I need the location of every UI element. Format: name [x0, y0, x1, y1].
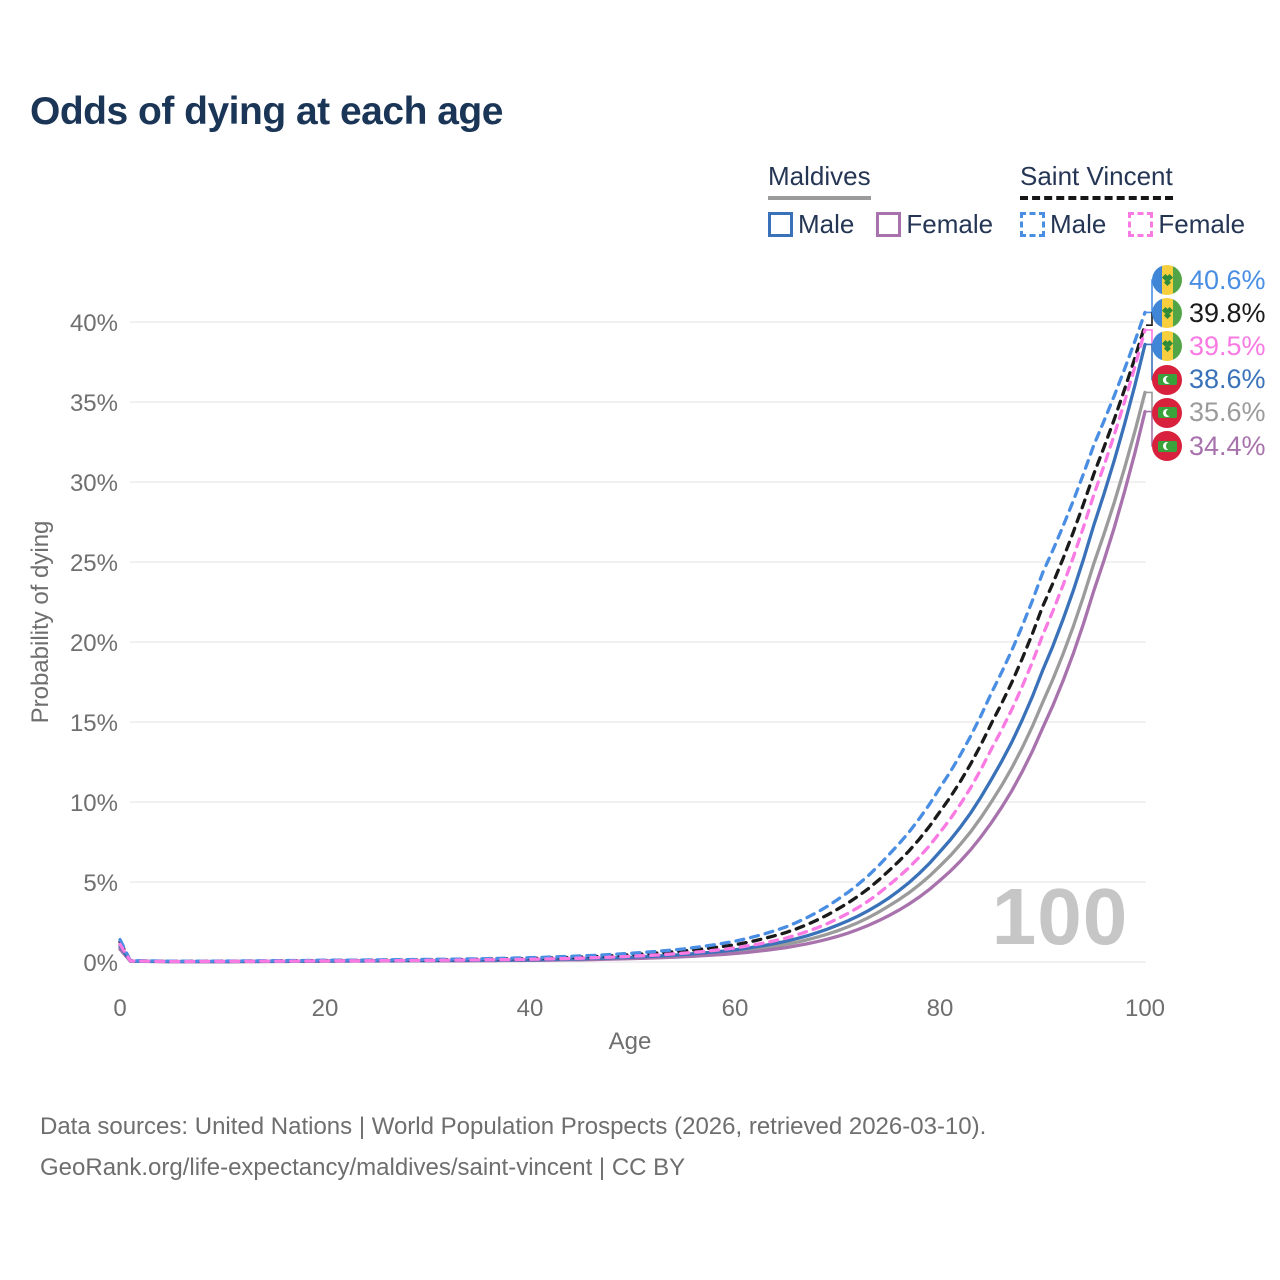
y-tick-label: 10% — [70, 790, 118, 817]
y-axis-title: Probability of dying — [27, 521, 54, 724]
legend-swatch-maldives-male[interactable] — [768, 212, 793, 237]
x-tick-label: 100 — [1125, 995, 1165, 1022]
footer-sources: Data sources: United Nations | World Pop… — [40, 1113, 987, 1140]
x-tick-label: 40 — [517, 995, 544, 1022]
footer-attribution: GeoRank.org/life-expectancy/maldives/sai… — [40, 1154, 686, 1181]
legend-group-maldives: Maldives Male Female — [768, 161, 993, 240]
y-tick-label: 30% — [70, 470, 118, 497]
series-line-saint-vincent-male[interactable] — [118, 310, 1147, 963]
y-tick-label: 35% — [70, 390, 118, 417]
x-tick-label: 80 — [927, 995, 954, 1022]
legend-label-maldives-male[interactable]: Male — [798, 209, 855, 239]
series-line-saint-vincent-female[interactable] — [118, 328, 1147, 964]
y-tick-label: 0% — [83, 950, 118, 977]
series-line-maldives-male[interactable] — [118, 342, 1147, 964]
legend-swatch-saint-vincent-female[interactable] — [1128, 212, 1154, 237]
end-label-connector-maldives-female — [1146, 410, 1158, 447]
series-line-saint-vincent-total[interactable] — [118, 323, 1147, 964]
page-title: Odds of dying at each age — [30, 90, 503, 133]
end-label-connector-saint-vincent-male — [1146, 279, 1158, 314]
legend-label-saint-vincent-female[interactable]: Female — [1158, 209, 1246, 239]
x-tick-label: 60 — [722, 995, 749, 1022]
hover-age-label: 100 — [992, 872, 1128, 961]
legend-swatch-saint-vincent-male[interactable] — [1020, 212, 1045, 237]
y-tick-label: 40% — [70, 310, 118, 337]
x-tick-label: 20 — [312, 995, 339, 1022]
x-tick-label: 0 — [113, 995, 126, 1022]
y-tick-label: 15% — [70, 710, 118, 737]
end-label-connector-maldives-male — [1146, 343, 1158, 381]
end-label-connector-maldives-total — [1146, 391, 1158, 414]
legend-group-saint-vincent: Saint Vincent Male Female — [1020, 161, 1245, 240]
y-tick-label: 20% — [70, 630, 118, 657]
legend-label-saint-vincent-male[interactable]: Male — [1050, 209, 1107, 239]
y-tick-label: 25% — [70, 550, 118, 577]
legend-label-maldives-female[interactable]: Female — [906, 209, 994, 239]
x-axis-title: Age — [609, 1028, 652, 1055]
end-label-connector-saint-vincent-total — [1146, 312, 1158, 326]
legend-group-title-maldives[interactable]: Maldives — [768, 161, 871, 200]
legend-swatch-maldives-female[interactable] — [876, 212, 902, 237]
footer: Data sources: United Nations | World Pop… — [40, 1106, 986, 1188]
legend-group-title-saint-vincent[interactable]: Saint Vincent — [1020, 161, 1173, 200]
y-tick-label: 5% — [83, 870, 118, 897]
